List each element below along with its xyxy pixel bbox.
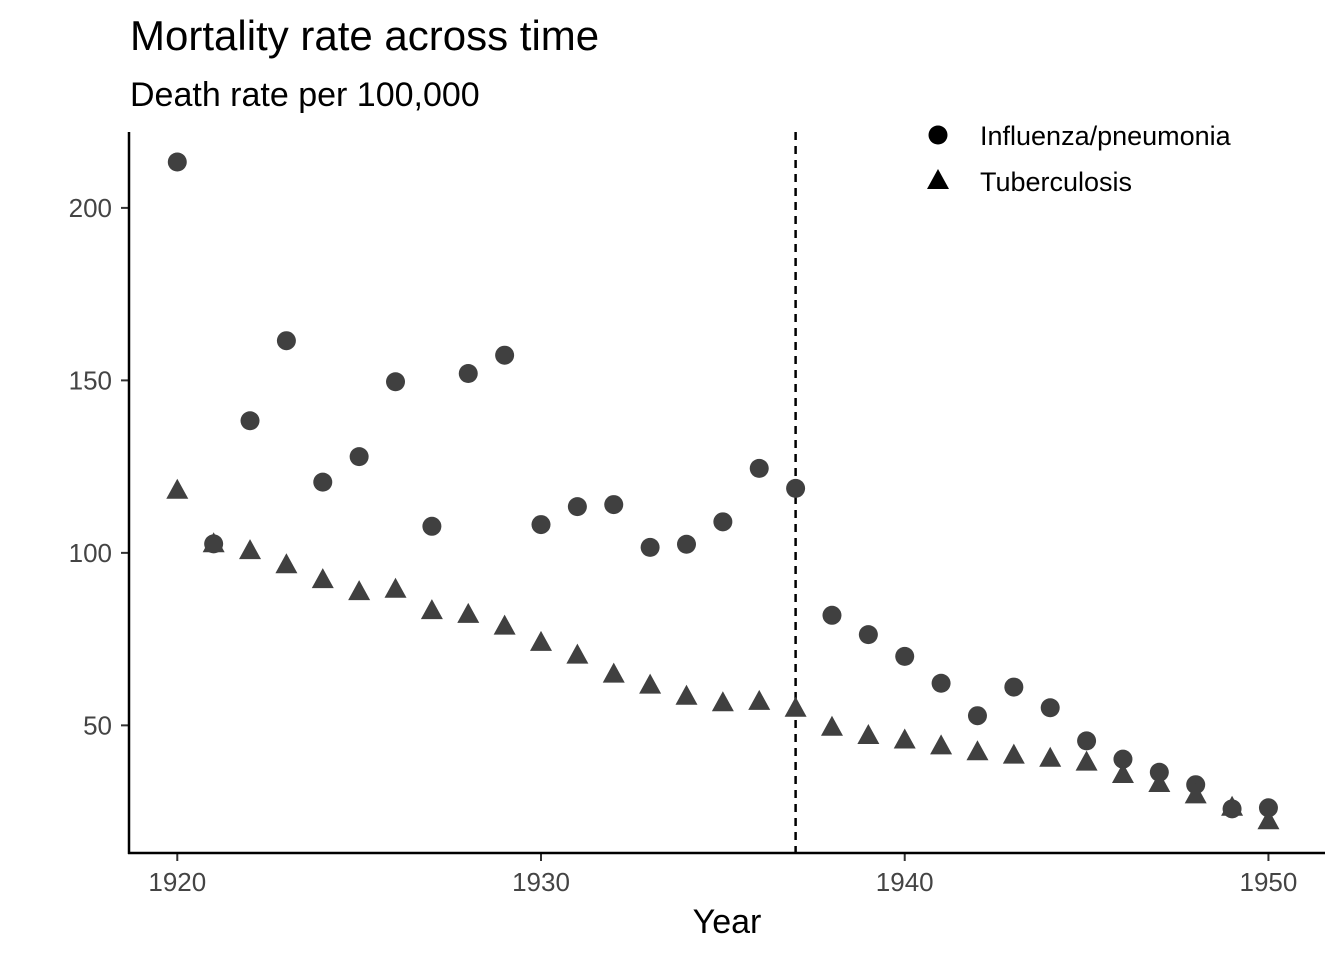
tuberculosis-point [311,568,334,589]
tuberculosis-point [493,614,516,635]
tuberculosis-point [1257,809,1280,830]
x-tick-label: 1920 [148,867,206,897]
tuberculosis-point [530,630,553,651]
tuberculosis-point [239,539,262,560]
tuberculosis-point [457,602,480,623]
plot-area: 50 100 150 200 1920 1930 1940 1950 [69,132,1298,897]
legend-label-influenza: Influenza/pneumonia [980,121,1232,151]
tuberculosis-point [1148,771,1171,792]
tuberculosis-point [1111,763,1134,784]
tuberculosis-point [748,689,771,710]
x-tick-label: 1940 [876,867,934,897]
y-tick-label: 100 [69,538,112,568]
influenza-point [931,673,951,693]
influenza-point [276,331,296,351]
tuberculosis-point [420,599,443,620]
tuberculosis-point [202,532,225,553]
tuberculosis-point [930,734,953,755]
chart-title: Mortality rate across time [130,12,599,59]
influenza-point [822,605,842,625]
tuberculosis-point [1184,783,1207,804]
influenza-point [313,472,333,492]
tuberculosis-point [1002,743,1025,764]
x-tick-label: 1950 [1240,867,1298,897]
tuberculosis-point [348,580,371,601]
legend-triangle-icon [927,169,949,189]
legend-label-tuberculosis: Tuberculosis [980,167,1132,197]
influenza-point [967,706,987,726]
tuberculosis-point [675,684,698,705]
influenza-point [1113,749,1133,769]
chart-subtitle: Death rate per 100,000 [130,76,480,114]
tuberculosis-point [966,740,989,761]
legend: Influenza/pneumonia Tuberculosis [927,121,1232,197]
influenza-point [713,512,733,532]
tuberculosis-point [1221,795,1244,816]
tuberculosis-point [1075,750,1098,771]
influenza-point [1004,677,1024,697]
tuberculosis-point [275,553,298,574]
influenza-point [167,152,187,172]
influenza-point [786,478,806,498]
y-tick-label: 150 [69,365,112,395]
influenza-point [858,625,878,645]
influenza-point [458,363,478,383]
influenza-point [386,372,406,392]
legend-circle-icon [928,125,948,145]
tuberculosis-point [711,691,734,712]
tuberculosis-point [857,724,880,745]
influenza-point [1077,731,1097,751]
tuberculosis-point [384,577,407,598]
influenza-point [240,411,260,431]
influenza-point [349,447,369,467]
x-axis-title: Year [693,903,762,941]
influenza-point [640,537,660,557]
influenza-point [531,515,551,535]
x-tick-label: 1930 [512,867,570,897]
influenza-point [676,534,696,554]
influenza-point [1040,698,1060,718]
influenza-point [422,516,442,536]
tuberculosis-point [893,728,916,749]
influenza-point [495,345,515,365]
influenza-point [604,495,624,515]
y-tick-label: 50 [83,710,112,740]
influenza-point [567,497,587,517]
tuberculosis-point [1039,746,1062,767]
tuberculosis-point [602,662,625,683]
tuberculosis-point [566,643,589,664]
tuberculosis-point [166,478,189,499]
y-tick-label: 200 [69,193,112,223]
tuberculosis-point [820,715,843,736]
influenza-point [749,458,769,478]
tuberculosis-point [784,696,807,717]
influenza-point [895,646,915,666]
tuberculosis-point [639,673,662,694]
influenza-point [1258,798,1278,818]
